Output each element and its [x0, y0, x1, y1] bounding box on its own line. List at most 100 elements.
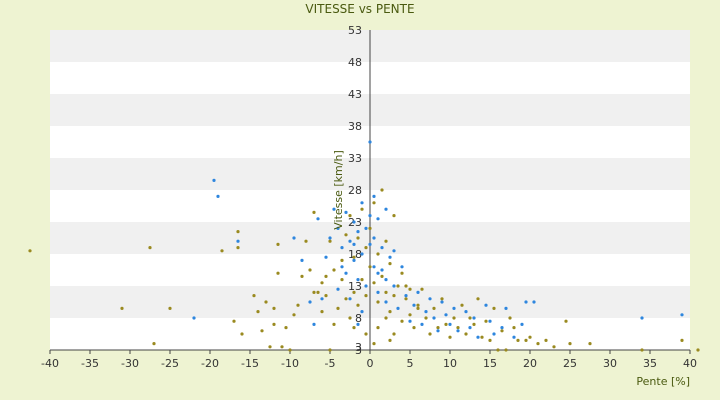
data-point [380, 268, 384, 272]
data-point [552, 345, 556, 349]
data-point [420, 322, 424, 326]
y-tick-label: 28 [348, 184, 362, 197]
data-point [340, 278, 344, 282]
data-point [272, 322, 276, 326]
y-axis-label: Vitesse [km/h] [332, 150, 345, 230]
data-point [276, 242, 280, 246]
data-point [680, 338, 684, 342]
data-point [484, 319, 488, 323]
data-point [288, 348, 292, 352]
data-point [404, 284, 408, 288]
data-point [364, 284, 368, 288]
data-point [372, 194, 376, 198]
data-point [524, 338, 528, 342]
data-point [380, 188, 384, 192]
data-point [380, 274, 384, 278]
data-point [352, 255, 356, 259]
data-point [292, 313, 296, 317]
x-axis-ticks: -40 -35 -30 -25 -20 -15 -10 -5 0 5 10 15 20 25 30 35 40 [41, 350, 697, 370]
data-point [696, 348, 700, 352]
x-tick-label: 5 [407, 357, 414, 370]
x-tick-label: -35 [81, 357, 99, 370]
data-point [216, 194, 220, 198]
data-point [372, 265, 376, 269]
data-point [412, 303, 416, 307]
data-point [376, 290, 380, 294]
data-point [320, 297, 324, 301]
data-point [408, 313, 412, 317]
data-point [392, 249, 396, 253]
data-point [356, 278, 360, 282]
data-point [340, 258, 344, 262]
data-point [512, 326, 516, 330]
data-point [588, 342, 592, 346]
x-tick-label: 0 [367, 357, 374, 370]
data-point [492, 332, 496, 336]
data-point [452, 306, 456, 310]
data-point [324, 274, 328, 278]
data-point [376, 217, 380, 221]
data-point [384, 207, 388, 211]
data-point [436, 329, 440, 333]
data-point [544, 338, 548, 342]
data-point [396, 284, 400, 288]
data-point [364, 332, 368, 336]
data-point [408, 287, 412, 291]
data-point [432, 316, 436, 320]
data-point [428, 297, 432, 301]
data-point [424, 310, 428, 314]
data-point [352, 326, 356, 330]
x-tick-label: 10 [443, 357, 457, 370]
data-point [508, 316, 512, 320]
data-point [328, 236, 332, 240]
data-point [536, 342, 540, 346]
data-point [504, 348, 508, 352]
data-point [440, 297, 444, 301]
data-point [232, 319, 236, 323]
data-point [444, 322, 448, 326]
data-point [400, 271, 404, 275]
data-point [352, 290, 356, 294]
data-point [468, 316, 472, 320]
data-point [368, 226, 372, 230]
data-point [392, 214, 396, 218]
data-point [360, 252, 364, 256]
x-tick-label: -20 [201, 357, 219, 370]
data-point [504, 306, 508, 310]
data-point [296, 303, 300, 307]
data-point [516, 338, 520, 342]
y-tick-label: 48 [348, 56, 362, 69]
data-point [368, 242, 372, 246]
data-point [384, 300, 388, 304]
data-point [484, 303, 488, 307]
data-point [324, 294, 328, 298]
data-point [168, 306, 172, 310]
data-point [264, 300, 268, 304]
data-point [464, 332, 468, 336]
data-point [472, 322, 476, 326]
data-point [364, 294, 368, 298]
data-point [272, 306, 276, 310]
data-point [448, 335, 452, 339]
data-point [220, 249, 224, 253]
x-tick-label: 35 [643, 357, 657, 370]
data-point [252, 294, 256, 298]
data-point [416, 303, 420, 307]
data-point [356, 322, 360, 326]
data-point [316, 217, 320, 221]
data-point [300, 258, 304, 262]
data-point [368, 140, 372, 144]
data-point [352, 220, 356, 224]
data-point [500, 326, 504, 330]
data-point [316, 290, 320, 294]
data-point [400, 319, 404, 323]
data-point [388, 262, 392, 266]
y-tick-label: 43 [348, 88, 362, 101]
data-point [460, 303, 464, 307]
data-point [376, 271, 380, 275]
data-point [312, 322, 316, 326]
data-point [448, 322, 452, 326]
x-tick-label: -15 [241, 357, 259, 370]
data-point [340, 265, 344, 269]
data-point [332, 268, 336, 272]
